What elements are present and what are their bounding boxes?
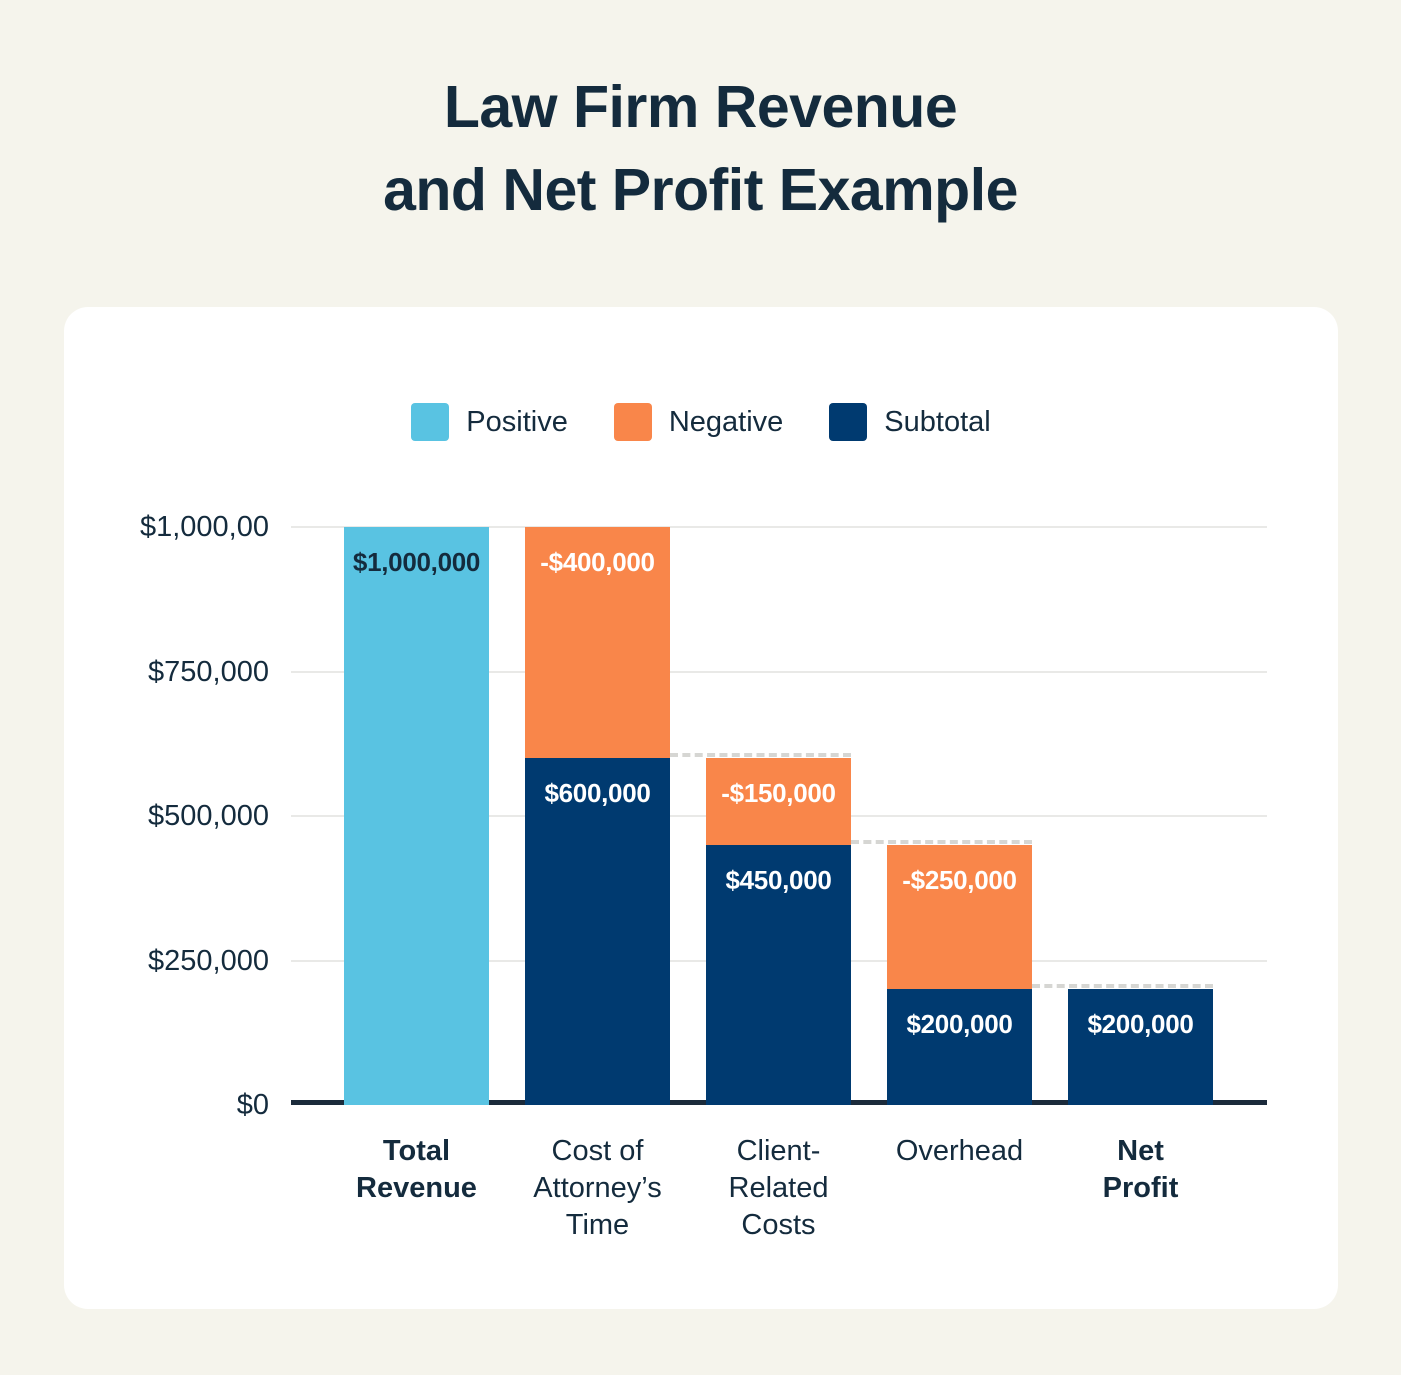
x-axis-label-2: Cost of Attorney’s Time bbox=[533, 1135, 662, 1241]
x-axis-label-5: Net Profit bbox=[1102, 1135, 1179, 1204]
bar-segment-subtotal: $450,000 bbox=[706, 844, 851, 1105]
y-axis-tick-label: $250,000 bbox=[148, 944, 269, 977]
bar-segment-subtotal: $600,000 bbox=[525, 758, 670, 1105]
legend-label-positive: Positive bbox=[466, 406, 568, 438]
bar-4: -$250,000 $200,000 bbox=[887, 527, 1032, 1105]
y-axis-tick-label: $750,000 bbox=[148, 655, 269, 688]
waterfall-connector bbox=[851, 839, 1032, 844]
bar-5: $200,000 bbox=[1068, 527, 1213, 1105]
bar-segment-negative: -$250,000 bbox=[887, 844, 1032, 990]
bar-1: $1,000,000 bbox=[344, 527, 489, 1105]
legend-swatch-negative bbox=[613, 403, 652, 441]
waterfall-connector bbox=[1032, 984, 1213, 989]
chart-card: Positive Negative Subtotal $1,000,00 $750,0… bbox=[64, 307, 1338, 1309]
legend-swatch-subtotal bbox=[829, 403, 868, 441]
bar-segment-subtotal: $200,000 bbox=[887, 989, 1032, 1105]
chart-legend: Positive Negative Subtotal bbox=[64, 403, 1338, 441]
y-axis-tick-label: $500,000 bbox=[148, 800, 269, 832]
bar-value-label: $1,000,000 bbox=[352, 547, 481, 577]
bar-segment-subtotal: $200,000 bbox=[1068, 989, 1213, 1105]
bar-value-label: $450,000 bbox=[725, 864, 832, 895]
bar-value-label: $200,000 bbox=[906, 1009, 1013, 1040]
x-axis-label-1: Total Revenue bbox=[356, 1135, 477, 1204]
bar-segment-negative: -$150,000 bbox=[706, 758, 851, 845]
legend-item-subtotal: Subtotal bbox=[829, 403, 991, 441]
y-axis-labels: $1,000,00 $750,000 $500,000 $250,000 $0 bbox=[64, 307, 269, 1309]
gridline bbox=[291, 670, 1267, 673]
bar-segment-positive: $1,000,000 bbox=[344, 527, 489, 1105]
y-axis-tick-label: $1,000,00 bbox=[139, 511, 269, 543]
plot-area: $1,000,000 -$400,000 $600,000 -$150,000 $450… bbox=[291, 526, 1267, 1105]
legend-label-subtotal: Subtotal bbox=[884, 406, 991, 438]
bar-value-label: -$400,000 bbox=[540, 547, 655, 577]
bar-2: -$400,000 $600,000 bbox=[525, 527, 670, 1105]
x-axis-label-4: Overhead bbox=[895, 1135, 1024, 1167]
chart-title: Law Firm Revenue and Net Profit Example bbox=[383, 74, 1018, 223]
waterfall-connector bbox=[670, 753, 851, 758]
legend-label-negative: Negative bbox=[668, 406, 784, 438]
gridline bbox=[291, 526, 1267, 528]
bar-value-label: $600,000 bbox=[544, 778, 651, 809]
legend-swatch-positive bbox=[411, 403, 450, 441]
y-axis-tick-label: $0 bbox=[236, 1089, 269, 1121]
x-axis-labels: Total Revenue Cost of Attorney’s Time Clie… bbox=[64, 307, 1338, 1309]
legend-item-negative: Negative bbox=[613, 403, 784, 441]
bar-3: -$150,000 $450,000 bbox=[706, 527, 851, 1105]
bar-value-label: $200,000 bbox=[1087, 1009, 1194, 1040]
bar-value-label: -$150,000 bbox=[721, 778, 836, 809]
x-axis-label-3: Client- Related Costs bbox=[728, 1135, 829, 1241]
bar-value-label: -$250,000 bbox=[902, 864, 1017, 895]
legend-item-positive: Positive bbox=[411, 403, 568, 441]
bar-segment-negative: -$400,000 bbox=[525, 527, 670, 759]
